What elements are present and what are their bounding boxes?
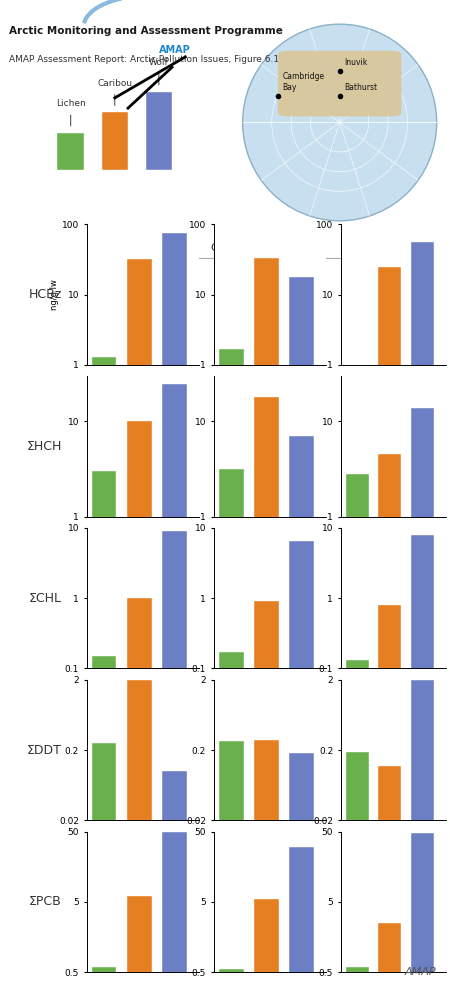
- Bar: [254, 899, 279, 982]
- Bar: [411, 408, 434, 982]
- Bar: [92, 356, 117, 982]
- Bar: [289, 277, 314, 982]
- Bar: [162, 832, 187, 982]
- Text: Lichen: Lichen: [56, 99, 86, 108]
- Text: Inuvik: Inuvik: [344, 58, 367, 67]
- Bar: [289, 753, 314, 982]
- FancyBboxPatch shape: [278, 51, 401, 116]
- Bar: [378, 923, 401, 982]
- Bar: [378, 766, 401, 982]
- Bar: [411, 833, 434, 982]
- Y-axis label: ng/g lw: ng/g lw: [50, 279, 59, 310]
- Text: AMAP Assessment Report: Arctic Pollution Issues, Figure 6.11: AMAP Assessment Report: Arctic Pollution…: [9, 55, 285, 64]
- Text: Cambridge Bay: Cambridge Bay: [211, 243, 297, 253]
- Bar: [346, 751, 369, 982]
- Text: ΣPCB: ΣPCB: [29, 896, 62, 908]
- Bar: [346, 966, 369, 982]
- Bar: [254, 258, 279, 982]
- Bar: [219, 349, 243, 982]
- Text: Wolf: Wolf: [149, 58, 169, 67]
- FancyBboxPatch shape: [58, 133, 84, 170]
- Bar: [127, 680, 152, 982]
- FancyBboxPatch shape: [146, 91, 172, 170]
- Bar: [127, 421, 152, 982]
- Bar: [378, 266, 401, 982]
- Text: ΣCHL: ΣCHL: [29, 592, 62, 605]
- Bar: [254, 397, 279, 982]
- Bar: [92, 656, 117, 982]
- Bar: [219, 652, 243, 982]
- Text: HCBz: HCBz: [28, 288, 62, 301]
- Bar: [92, 743, 117, 982]
- Bar: [219, 468, 243, 982]
- Text: Cambridge
Bay: Cambridge Bay: [282, 73, 324, 91]
- Text: AMAP: AMAP: [159, 45, 191, 55]
- Bar: [378, 455, 401, 982]
- Text: Bathurst: Bathurst: [344, 82, 377, 91]
- Bar: [162, 233, 187, 982]
- FancyBboxPatch shape: [102, 112, 128, 170]
- Bar: [162, 771, 187, 982]
- Text: AMAP: AMAP: [405, 967, 436, 977]
- Text: Caribou: Caribou: [97, 79, 132, 87]
- Bar: [219, 969, 243, 982]
- Bar: [411, 243, 434, 982]
- Bar: [127, 598, 152, 982]
- Bar: [127, 259, 152, 982]
- Bar: [346, 474, 369, 982]
- Bar: [162, 531, 187, 982]
- Bar: [289, 436, 314, 982]
- Text: Bathurst: Bathurst: [346, 243, 395, 253]
- Bar: [346, 364, 369, 982]
- Text: Inuvik: Inuvik: [120, 243, 153, 253]
- Bar: [92, 471, 117, 982]
- Text: ΣDDT: ΣDDT: [27, 743, 62, 756]
- Bar: [254, 739, 279, 982]
- Bar: [411, 535, 434, 982]
- Text: Arctic Monitoring and Assessment Programme: Arctic Monitoring and Assessment Program…: [9, 27, 283, 36]
- Bar: [162, 384, 187, 982]
- Bar: [289, 847, 314, 982]
- Bar: [346, 661, 369, 982]
- Bar: [411, 680, 434, 982]
- Bar: [378, 605, 401, 982]
- Bar: [289, 541, 314, 982]
- Bar: [219, 740, 243, 982]
- Text: ΣHCH: ΣHCH: [27, 440, 62, 453]
- Bar: [92, 966, 117, 982]
- Ellipse shape: [243, 25, 436, 221]
- Bar: [254, 601, 279, 982]
- Bar: [127, 897, 152, 982]
